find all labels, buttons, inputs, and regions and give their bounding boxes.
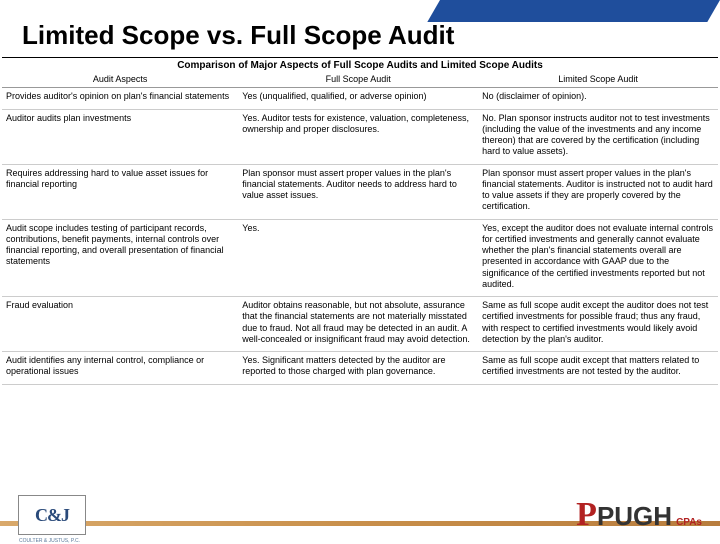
- cell-limited: No (disclaimer of opinion).: [478, 88, 718, 109]
- logo-coulter-justus: C&J COULTER & JUSTUS, P.C.: [18, 495, 86, 535]
- table-row: Audit scope includes testing of particip…: [2, 219, 718, 297]
- col-header-full: Full Scope Audit: [238, 72, 478, 88]
- cell-limited: Yes, except the auditor does not evaluat…: [478, 219, 718, 297]
- cell-aspect: Provides auditor's opinion on plan's fin…: [2, 88, 238, 109]
- logo-right-cpas: CPAs: [676, 517, 702, 532]
- table-row: Audit identifies any internal control, c…: [2, 352, 718, 385]
- cell-aspect: Audit scope includes testing of particip…: [2, 219, 238, 297]
- cell-limited: No. Plan sponsor instructs auditor not t…: [478, 109, 718, 164]
- table-header-row: Audit Aspects Full Scope Audit Limited S…: [2, 72, 718, 88]
- cell-limited: Same as full scope audit except that mat…: [478, 352, 718, 385]
- cell-full: Auditor obtains reasonable, but not abso…: [238, 297, 478, 352]
- cell-aspect: Requires addressing hard to value asset …: [2, 164, 238, 219]
- cell-aspect: Fraud evaluation: [2, 297, 238, 352]
- logo-right-p: P: [576, 498, 597, 532]
- cell-aspect: Audit identifies any internal control, c…: [2, 352, 238, 385]
- footer: C&J COULTER & JUSTUS, P.C. P PUGH CPAs: [0, 490, 720, 540]
- cell-limited: Same as full scope audit except the audi…: [478, 297, 718, 352]
- logo-pugh: P PUGH CPAs: [576, 498, 702, 532]
- table-row: Requires addressing hard to value asset …: [2, 164, 718, 219]
- logo-right-rest: PUGH: [597, 501, 672, 532]
- col-header-aspects: Audit Aspects: [2, 72, 238, 88]
- table-row: Auditor audits plan investmentsYes. Audi…: [2, 109, 718, 164]
- cell-full: Yes. Significant matters detected by the…: [238, 352, 478, 385]
- cell-full: Plan sponsor must assert proper values i…: [238, 164, 478, 219]
- table-row: Fraud evaluationAuditor obtains reasonab…: [2, 297, 718, 352]
- logo-left-text: C&J: [35, 505, 69, 526]
- logo-left-sub: COULTER & JUSTUS, P.C.: [19, 538, 80, 544]
- header-accent: [427, 0, 720, 22]
- comparison-table: Audit Aspects Full Scope Audit Limited S…: [2, 72, 718, 385]
- cell-full: Yes. Auditor tests for existence, valuat…: [238, 109, 478, 164]
- cell-aspect: Auditor audits plan investments: [2, 109, 238, 164]
- cell-full: Yes (unqualified, qualified, or adverse …: [238, 88, 478, 109]
- content: Comparison of Major Aspects of Full Scop…: [0, 57, 720, 385]
- cell-full: Yes.: [238, 219, 478, 297]
- cell-limited: Plan sponsor must assert proper values i…: [478, 164, 718, 219]
- table-row: Provides auditor's opinion on plan's fin…: [2, 88, 718, 109]
- subtitle: Comparison of Major Aspects of Full Scop…: [2, 57, 718, 72]
- col-header-limited: Limited Scope Audit: [478, 72, 718, 88]
